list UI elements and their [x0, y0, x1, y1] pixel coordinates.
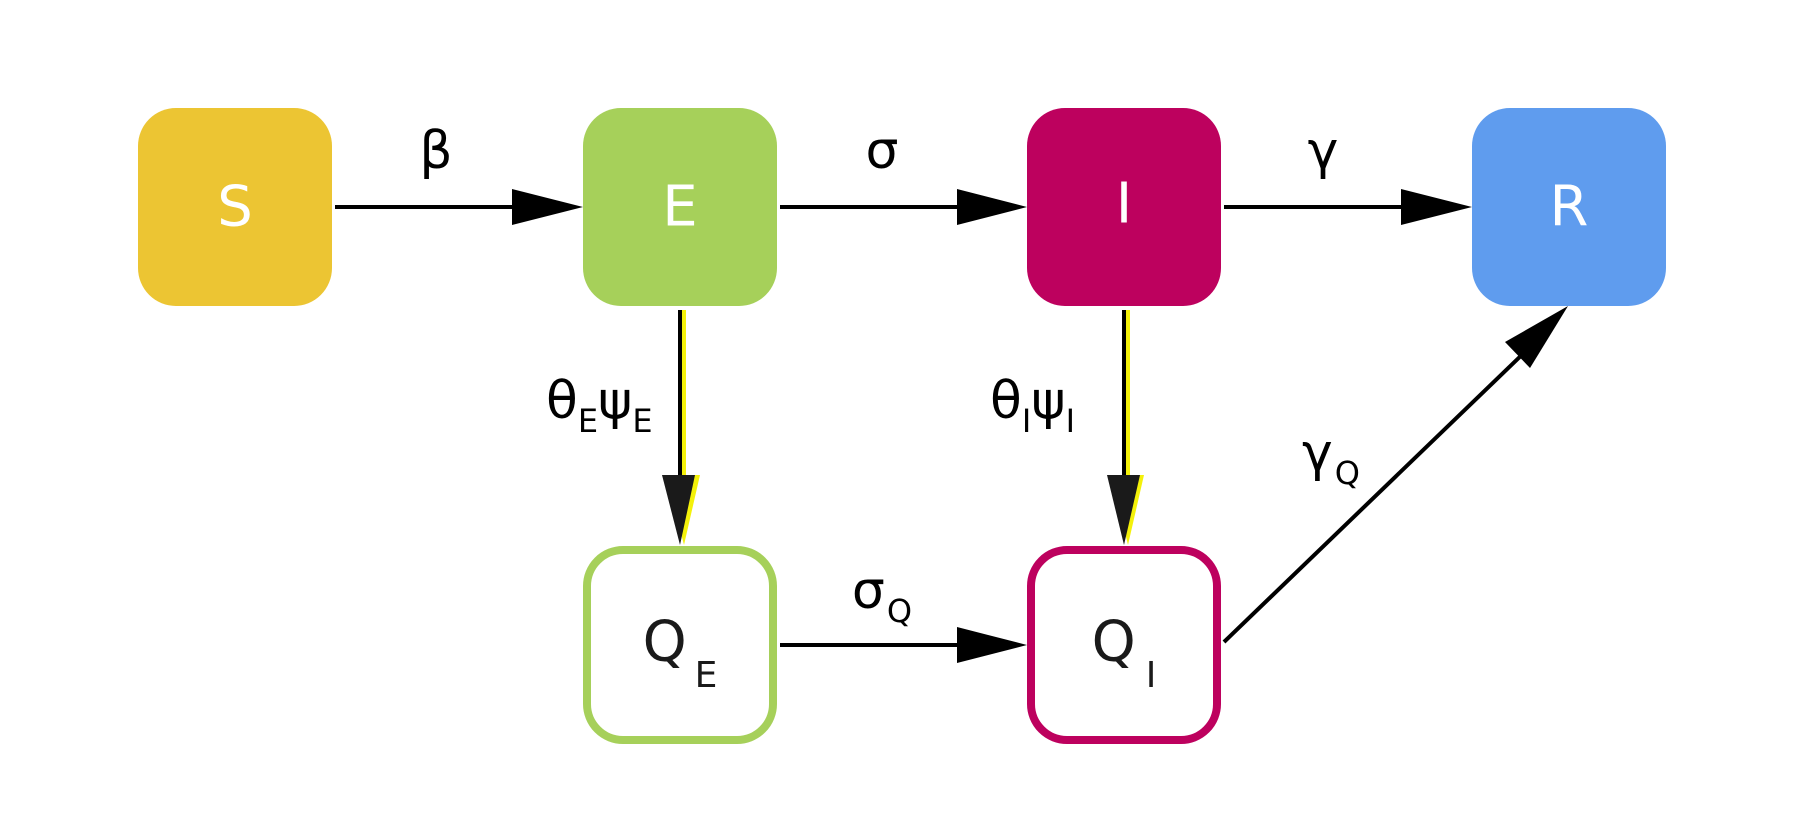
node-qe-box: [583, 546, 777, 744]
edge-i-to-qi-psi: ψ: [1031, 371, 1065, 431]
edge-qi-to-r-symbol: γ: [1302, 423, 1333, 483]
edge-s-to-e-arrowhead: [512, 189, 583, 225]
edge-qe-to-qi-arrowhead: [957, 627, 1027, 663]
edge-i-to-qi-label: θIψI: [990, 371, 1075, 440]
edge-qi-to-r: γQ: [1222, 306, 1568, 644]
edge-i-to-r-arrowhead: [1401, 189, 1472, 225]
node-i-label: I: [1116, 172, 1133, 237]
node-i-box: [1027, 108, 1221, 306]
edge-qi-to-r-arrowhead: [1505, 306, 1568, 368]
edge-i-to-qi-theta: θ: [990, 371, 1022, 431]
node-qe-label: QE: [643, 610, 718, 696]
edge-s-to-e-label: β: [419, 121, 452, 181]
edge-qe-to-qi: σQ: [780, 561, 1027, 663]
edge-i-to-qi-psi-sub: I: [1066, 402, 1075, 440]
node-qe-letter: Q: [643, 610, 687, 675]
node-e-box: [583, 108, 777, 306]
edge-e-to-i-label: σ: [866, 121, 899, 181]
node-s-box: [138, 108, 332, 306]
edge-qe-to-qi-subscript: Q: [887, 592, 912, 630]
node-e-label: E: [662, 175, 697, 240]
edge-e-to-qe-label: θEψE: [546, 371, 653, 440]
node-qi: QI: [1027, 546, 1221, 744]
node-qi-subscript: I: [1146, 655, 1157, 696]
edge-e-to-qe-psi: ψ: [598, 371, 632, 431]
node-qe: QE: [583, 546, 777, 744]
edge-i-to-r-label: γ: [1308, 121, 1339, 181]
edge-e-to-qe-theta-sub: E: [578, 402, 598, 440]
edge-qi-to-r-subscript: Q: [1335, 454, 1360, 492]
node-r: R: [1472, 108, 1666, 306]
edge-s-to-e: β: [335, 121, 583, 225]
node-s-label: S: [217, 175, 253, 240]
edge-qe-to-qi-label: σQ: [852, 561, 912, 630]
edge-qi-to-r-label: γQ: [1302, 423, 1360, 492]
edge-e-to-qe-psi-sub: E: [632, 402, 652, 440]
node-qi-label: QI: [1092, 610, 1157, 696]
edge-e-to-qe-theta: θ: [546, 371, 578, 431]
edge-e-to-i: σ: [780, 121, 1027, 225]
edge-i-to-qi-theta-sub: I: [1022, 402, 1031, 440]
edge-e-to-qe-arrowhead: [662, 475, 695, 545]
edge-qe-to-qi-symbol: σ: [852, 561, 885, 621]
node-i: I: [1027, 108, 1221, 306]
edge-i-to-qi: θIψI: [990, 310, 1144, 545]
node-qe-subscript: E: [695, 655, 718, 696]
edge-e-to-qe: θEψE: [546, 310, 700, 545]
node-qi-letter: Q: [1092, 610, 1136, 675]
edge-i-to-r: γ: [1224, 121, 1472, 225]
node-s: S: [138, 108, 332, 306]
node-qi-box: [1027, 546, 1221, 744]
edge-e-to-i-arrowhead: [957, 189, 1027, 225]
edge-qi-to-r-line: [1222, 347, 1530, 644]
node-r-box: [1472, 108, 1666, 306]
edge-i-to-qi-arrowhead: [1107, 475, 1140, 545]
node-e: E: [583, 108, 777, 306]
node-r-label: R: [1550, 175, 1589, 240]
